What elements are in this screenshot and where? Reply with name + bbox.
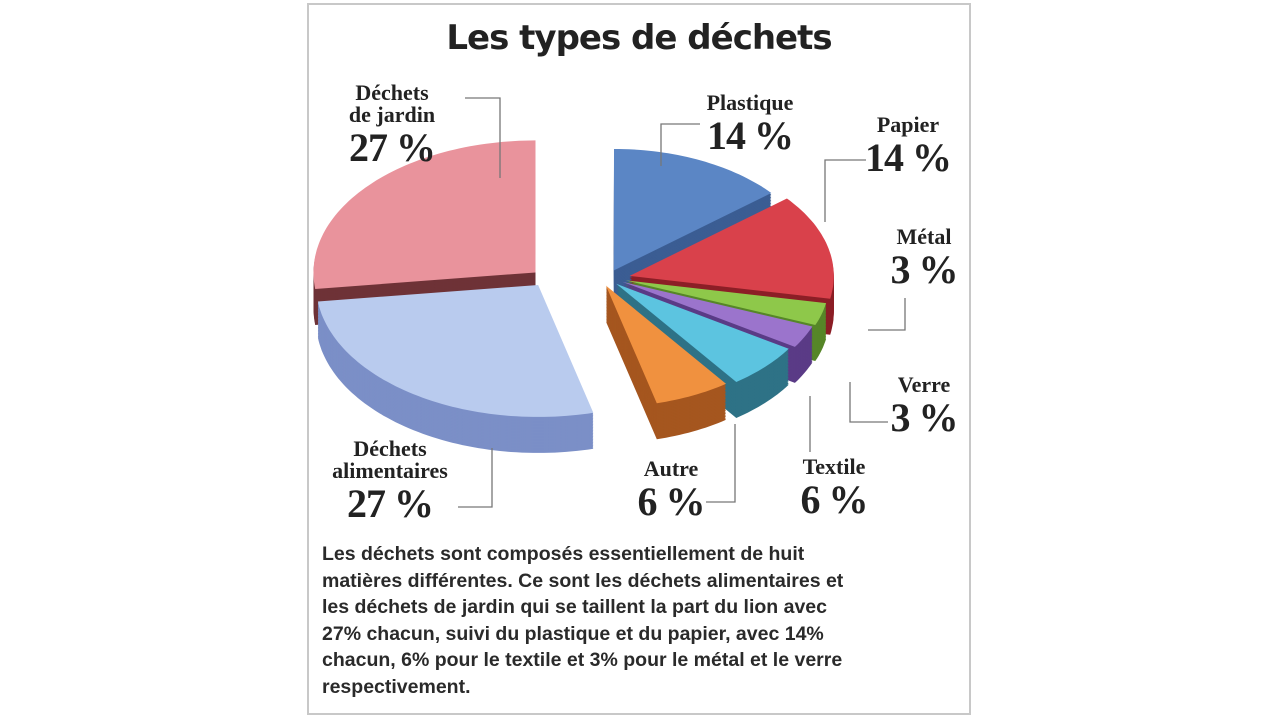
slice-top (317, 284, 594, 417)
slice-name: Plastique (706, 90, 794, 115)
description-line: Les déchets sont composés essentiellemen… (322, 543, 805, 565)
slice-name: Textile (802, 454, 866, 479)
slice-top (629, 198, 834, 299)
leader-line (458, 448, 493, 508)
slice-name: Verre (897, 372, 951, 397)
leader-line (706, 424, 736, 503)
slice-top (625, 280, 827, 325)
label-dechets-alimentaires: Déchets alimentaires 27 % (332, 438, 448, 526)
slice-top (313, 140, 536, 289)
description-line: les déchets de jardin qui se taillent la… (322, 596, 827, 618)
slice-name: alimentaires (332, 458, 448, 483)
slice-top (616, 283, 789, 382)
label-textile: Textile 6 % (800, 454, 869, 522)
leader-line (868, 298, 906, 331)
slice-value: 27 % (347, 481, 434, 526)
pie-slice-autre (605, 285, 726, 440)
label-verre: Verre 3 % (890, 372, 959, 440)
slice-name: Déchets (355, 80, 429, 105)
slice-value: 6 % (800, 477, 869, 522)
slice-value: 3 % (890, 395, 959, 440)
slice-value: 14 % (706, 113, 794, 158)
pie-slice-déchets-alimentaires (317, 284, 594, 453)
description-line: respectivement. (322, 675, 471, 698)
label-dechets-de-jardin: Déchets de jardin 27 % (348, 80, 436, 170)
label-plastique: Plastique 14 % (707, 92, 794, 158)
slice-name: Autre (643, 456, 699, 481)
description-line: matières différentes. Ce sont les déchet… (322, 569, 844, 592)
slice-top (605, 285, 726, 404)
slice-top (613, 149, 772, 271)
leader-line (849, 382, 888, 423)
chart-title: Les types de déchets (446, 18, 832, 58)
description-line: 27% chacun, suivi du plastique et du pap… (322, 622, 824, 645)
slice-name: Déchets (353, 436, 427, 461)
label-metal: Métal 3 % (890, 224, 959, 292)
label-papier: Papier 14 % (865, 112, 952, 180)
pie-slice-déchets-de-jardin (313, 140, 536, 325)
label-autre: Autre 6 % (637, 456, 706, 524)
slice-value: 14 % (865, 135, 952, 180)
leader-line (465, 97, 501, 178)
slice-value: 6 % (637, 479, 706, 524)
slice-top (622, 281, 813, 347)
slice-name: Papier (876, 112, 940, 137)
slice-name: de jardin (348, 102, 436, 127)
slice-name: Métal (896, 224, 952, 249)
description-paragraph: Les déchets sont composés essentiellemen… (322, 541, 962, 700)
pie-slice-textile (616, 283, 789, 418)
leader-line (824, 159, 866, 222)
description-line: chacun, 6% pour le textile et 3% pour le… (322, 649, 843, 671)
leader-line (660, 123, 700, 166)
slice-value: 3 % (890, 247, 959, 292)
slice-value: 27 % (349, 125, 436, 170)
